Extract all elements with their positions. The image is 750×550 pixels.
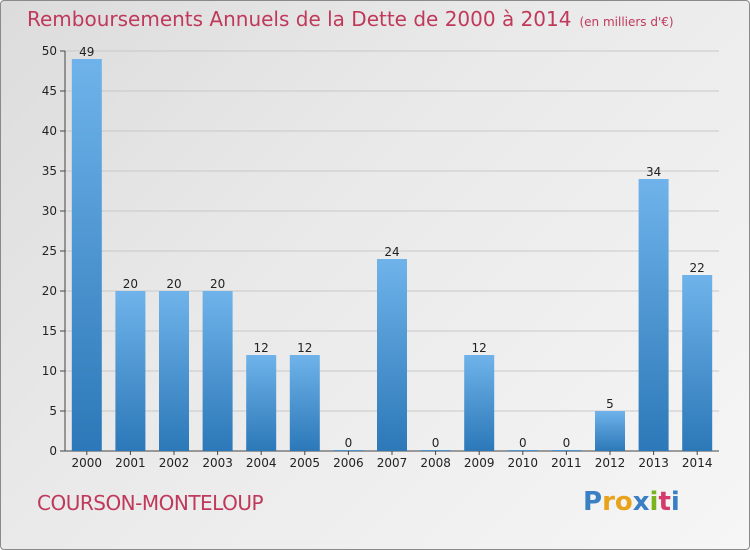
y-tick-label: 20 <box>42 284 57 298</box>
title-unit: (en milliers d'€) <box>579 15 674 29</box>
x-tick-label: 2008 <box>420 456 451 470</box>
bar-value-label: 5 <box>606 397 614 411</box>
logo-letter: o <box>614 487 633 517</box>
y-tick-label: 45 <box>42 84 57 98</box>
bar-value-label: 12 <box>472 341 487 355</box>
bar-value-label: 0 <box>345 436 353 450</box>
y-tick-label: 25 <box>42 244 57 258</box>
x-tick-label: 2006 <box>333 456 364 470</box>
x-tick-label: 2009 <box>464 456 495 470</box>
logo-letter: P <box>583 487 603 517</box>
bar-value-label: 0 <box>563 436 571 450</box>
y-tick-label: 35 <box>42 164 57 178</box>
y-tick-label: 50 <box>42 44 57 58</box>
bar <box>71 59 102 451</box>
x-tick-labels: 2000 2001 2002 2003 2004 2005 2006 2007 2008 2009… <box>72 451 713 470</box>
y-tick-label: 10 <box>42 364 57 378</box>
x-tick-label: 2014 <box>682 456 713 470</box>
bar-value-label: 0 <box>519 436 527 450</box>
bar-value-label: 22 <box>690 261 705 275</box>
logo-letter: x <box>632 487 650 517</box>
logo-letter: r <box>602 487 615 517</box>
bar-value-label: 34 <box>646 165 661 179</box>
bar <box>464 355 495 451</box>
bar-value-label: 49 <box>79 45 94 59</box>
bar-value-label: 20 <box>210 277 225 291</box>
bar <box>638 179 669 451</box>
logo-letter: i <box>670 487 680 517</box>
x-tick-label: 2012 <box>595 456 626 470</box>
x-tick-label: 2004 <box>246 456 277 470</box>
bar <box>202 291 233 451</box>
bar <box>246 355 277 451</box>
proxiti-logo: Proxiti <box>583 487 680 517</box>
bar-value-label: 20 <box>166 277 181 291</box>
y-tick-label: 30 <box>42 204 57 218</box>
y-tick-label: 40 <box>42 124 57 138</box>
y-tick-label: 0 <box>49 444 57 458</box>
y-tick-label: 5 <box>49 404 57 418</box>
bar <box>333 450 364 451</box>
x-tick-label: 2010 <box>508 456 539 470</box>
bar <box>507 450 538 451</box>
bars <box>71 59 713 451</box>
title-text: Remboursements Annuels de la Dette de 20… <box>27 7 572 31</box>
bar <box>159 291 189 451</box>
bar-value-label: 24 <box>384 245 399 259</box>
bar <box>595 411 625 451</box>
bar-value-label: 12 <box>297 341 312 355</box>
logo-letter: i <box>649 487 659 517</box>
bar <box>420 450 451 451</box>
y-tick-labels: 0 5 10 15 20 25 30 35 40 45 50 <box>42 44 57 458</box>
bar-value-label: 0 <box>432 436 440 450</box>
logo-letter: t <box>658 487 671 517</box>
x-tick-label: 2001 <box>115 456 146 470</box>
bar <box>377 259 407 451</box>
x-tick-label: 2000 <box>72 456 103 470</box>
bar <box>115 291 146 451</box>
bar <box>551 450 582 451</box>
bar-value-label: 20 <box>123 277 138 291</box>
y-tick-label: 15 <box>42 324 57 338</box>
x-tick-label: 2013 <box>638 456 669 470</box>
x-tick-label: 2002 <box>159 456 190 470</box>
bar-value-label: 12 <box>254 341 269 355</box>
data-labels: 49 20 20 20 12 12 0 24 0 12 0 0 5 34 22 <box>79 45 705 450</box>
chart-title: Remboursements Annuels de la Dette de 20… <box>27 7 674 31</box>
commune-name: COURSON-MONTELOUP <box>37 491 264 515</box>
x-tick-label: 2007 <box>377 456 408 470</box>
x-tick-label: 2005 <box>290 456 321 470</box>
bar <box>682 275 713 451</box>
bar <box>289 355 320 451</box>
x-tick-label: 2011 <box>551 456 582 470</box>
x-tick-label: 2003 <box>202 456 233 470</box>
